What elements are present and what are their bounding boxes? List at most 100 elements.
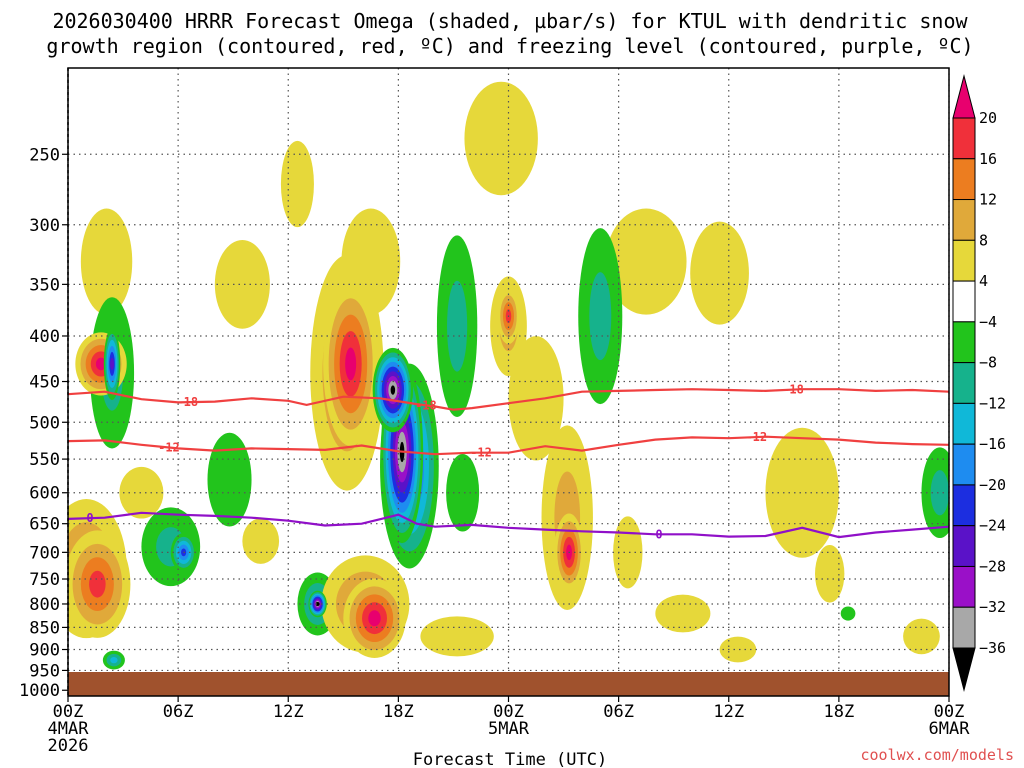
y-tick-label: 550 — [29, 450, 60, 470]
colorbar-label: −4 — [979, 313, 997, 331]
dgz-minus12-label: -12 — [470, 446, 492, 460]
chart-title-line2: growth region (contoured, red, ºC) and f… — [46, 34, 973, 58]
x-tick-year: 2026 — [48, 736, 89, 756]
omega-region — [605, 208, 687, 315]
omega-region — [613, 516, 643, 589]
colorbar-swatch — [952, 484, 976, 527]
dgz-minus18-label: -18 — [415, 398, 437, 412]
x-tick-label: 12Z — [713, 702, 744, 722]
colorbar-swatch — [952, 606, 976, 649]
x-tick-date: 5MAR — [488, 719, 530, 739]
omega-region — [95, 357, 107, 371]
colorbar-swatch — [952, 117, 976, 160]
omega-region — [345, 347, 357, 381]
y-tick-label: 350 — [29, 275, 60, 295]
dgz-minus12-label: -12 — [745, 430, 767, 444]
x-tick-label: 18Z — [383, 702, 414, 722]
y-tick-label: 700 — [29, 543, 60, 563]
y-tick-label: 400 — [29, 327, 60, 347]
y-tick-label: 900 — [29, 641, 60, 661]
chart-title-line1: 2026030400 HRRR Forecast Omega (shaded, … — [52, 9, 968, 33]
colorbar-label: 4 — [979, 272, 988, 290]
colorbar-label: −32 — [979, 598, 1006, 616]
omega-region — [119, 466, 164, 519]
omega-region — [447, 280, 468, 372]
y-tick-label: 950 — [29, 661, 60, 681]
omega-region — [110, 357, 115, 370]
omega-region — [368, 610, 381, 627]
omega-region — [815, 545, 845, 603]
x-tick-label: 18Z — [824, 702, 855, 722]
y-tick-label: 750 — [29, 570, 60, 590]
omega-region — [315, 601, 320, 606]
dgz-minus18-label: -18 — [782, 383, 804, 397]
x-tick-label: 00Z — [53, 702, 84, 722]
colorbar-swatch — [952, 565, 976, 608]
omega-region — [280, 140, 314, 228]
gridlines — [67, 68, 950, 672]
freezing-level-0-line — [67, 511, 950, 539]
colorbar-label: 20 — [979, 109, 997, 127]
dgz-minus18-line — [67, 388, 950, 411]
colorbar-top-arrow — [952, 74, 976, 119]
dgz-minus18-label: -18 — [176, 395, 198, 409]
omega-region — [655, 594, 711, 633]
omega-shading-layer — [68, 68, 949, 696]
y-tick-label: 1000 — [19, 681, 60, 701]
omega-region — [390, 385, 396, 395]
omega-region — [464, 81, 538, 196]
omega-region — [214, 239, 270, 329]
x-tick-label: 00Z — [493, 702, 524, 722]
omega-region — [89, 570, 106, 598]
y-tick-label: 850 — [29, 618, 60, 638]
colorbar-label: −12 — [979, 394, 1006, 412]
omega-region — [446, 453, 480, 532]
freezing-level-0-label: 0 — [655, 527, 662, 541]
colorbar-label: −36 — [979, 639, 1006, 657]
y-tick-label: 650 — [29, 515, 60, 535]
omega-region — [690, 221, 749, 325]
omega-region — [420, 616, 494, 657]
omega-region — [80, 208, 133, 315]
x-tick-label: 06Z — [163, 702, 194, 722]
omega-region — [110, 656, 118, 664]
y-tick-label: 300 — [29, 216, 60, 236]
omega-region — [589, 272, 612, 361]
colorbar-label: −24 — [979, 517, 1006, 535]
colorbar-swatch — [952, 402, 976, 445]
x-tick-date: 4MAR — [48, 719, 90, 739]
dgz-minus12-line — [67, 435, 950, 456]
x-axis-label: Forecast Time (UTC) — [413, 750, 607, 768]
colorbar-swatch — [952, 280, 976, 323]
colorbar-bottom-arrow — [952, 647, 976, 692]
y-tick-label: 600 — [29, 484, 60, 504]
colorbar-label: −20 — [979, 476, 1006, 494]
omega-region — [508, 336, 564, 461]
colorbar-label: −16 — [979, 435, 1006, 453]
omega-region — [840, 606, 856, 621]
omega-region — [207, 432, 252, 527]
contour-layer: -18 -18 -18 -12 -12 -12 0 0 — [67, 383, 950, 541]
colorbar-label: 16 — [979, 150, 997, 168]
colorbar-label: −28 — [979, 557, 1006, 575]
y-tick-label: 500 — [29, 413, 60, 433]
colorbar-swatch — [952, 239, 976, 282]
colorbar-swatch — [952, 321, 976, 364]
colorbar: 20 16 12 8 4 −4 −8 −12 −16 −20 −24 −28 −32 −36 — [952, 74, 1006, 692]
omega-region — [242, 518, 280, 564]
colorbar-swatch — [952, 443, 976, 486]
colorbar-label: 8 — [979, 231, 988, 249]
x-tick-label: 06Z — [603, 702, 634, 722]
omega-region — [930, 470, 949, 516]
x-tick-label: 00Z — [934, 702, 965, 722]
y-tick-label: 450 — [29, 373, 60, 393]
surface-band — [68, 672, 949, 696]
footer-credit: coolwx.com/models — [860, 746, 1014, 764]
x-tick-date: 6MAR — [929, 719, 971, 739]
x-tick-label: 12Z — [273, 702, 304, 722]
omega-region — [765, 427, 839, 558]
colorbar-swatch — [952, 525, 976, 567]
colorbar-swatch — [952, 362, 976, 404]
dgz-minus12-label: -12 — [158, 441, 180, 455]
freezing-level-0-label: 0 — [86, 511, 93, 525]
